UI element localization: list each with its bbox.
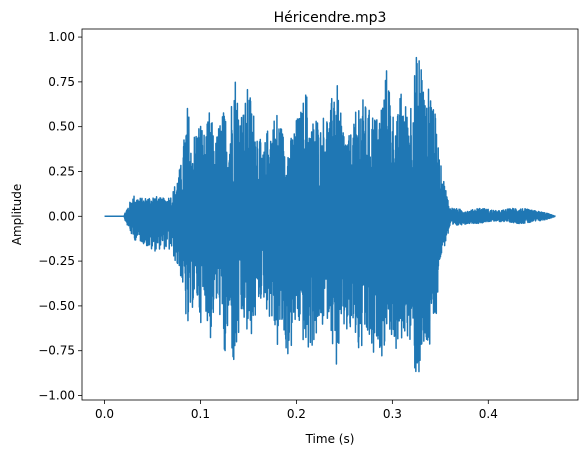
y-tick-label: 0.75 xyxy=(48,75,75,89)
x-tick-label: 0.3 xyxy=(383,407,402,421)
x-tick-label: 0.1 xyxy=(191,407,210,421)
x-tick-label: 0.0 xyxy=(95,407,114,421)
y-tick-label: −0.50 xyxy=(38,299,75,313)
waveform-group xyxy=(103,56,557,373)
axes-frame xyxy=(81,28,579,401)
y-axis-label: Amplitude xyxy=(10,184,24,246)
x-axis-ticks: 0.0 0.1 0.2 0.3 0.4 xyxy=(95,400,498,421)
y-tick-label: 0.50 xyxy=(48,120,75,134)
y-tick-label: −0.75 xyxy=(38,344,75,358)
x-tick-label: 0.2 xyxy=(287,407,306,421)
y-tick-label: −0.25 xyxy=(38,254,75,268)
y-tick-label: 1.00 xyxy=(48,30,75,44)
amplitude-series-line xyxy=(103,56,557,373)
y-axis-ticks: −1.00 −0.75 −0.50 −0.25 0.00 0.25 0.50 0.75 1.00 xyxy=(38,30,82,403)
y-tick-label: −1.00 xyxy=(38,389,75,403)
plot-area xyxy=(81,28,579,401)
chart-title: Héricendre.mp3 xyxy=(274,10,387,26)
y-tick-label: 0.00 xyxy=(48,209,75,223)
x-axis-label: Time (s) xyxy=(305,432,355,446)
y-tick-label: 0.25 xyxy=(48,164,75,178)
x-tick-label: 0.4 xyxy=(479,407,498,421)
